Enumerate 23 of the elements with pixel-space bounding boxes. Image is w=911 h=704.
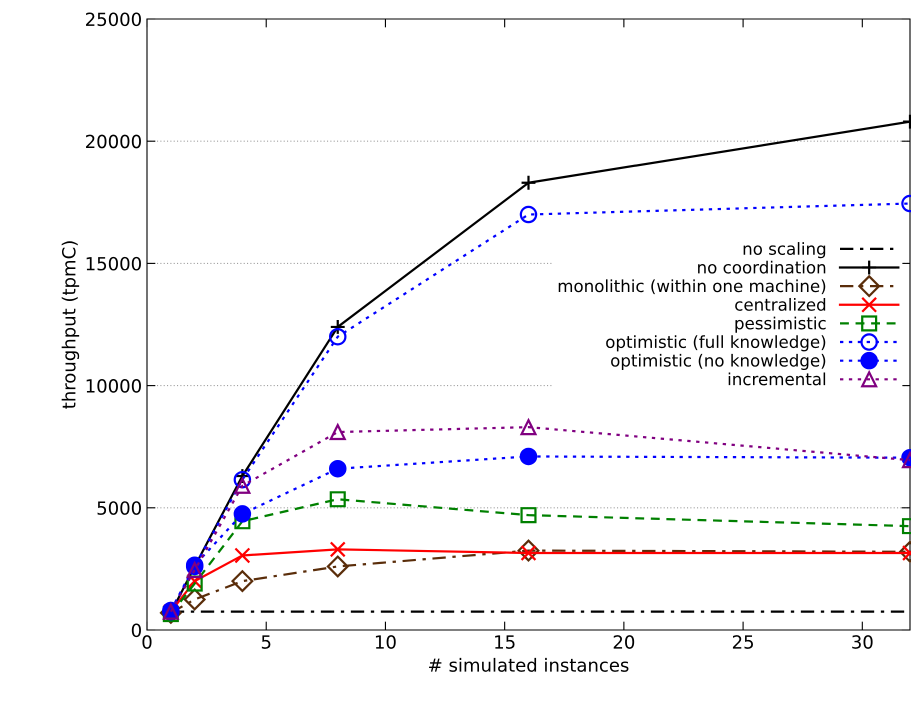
legend-label: optimistic (no knowledge) — [611, 354, 826, 370]
y-axis-title: throughput (tpmC) — [62, 241, 80, 409]
x-tick-label: 5 — [262, 635, 270, 649]
legend-label: centralized — [735, 298, 826, 311]
y-tick-label: 20000 — [86, 134, 141, 148]
x-tick-label: 0 — [142, 635, 152, 649]
x-tick-label: 15 — [495, 635, 515, 649]
y-tick-label: 10000 — [86, 379, 141, 393]
y-tick-label: 25000 — [86, 12, 141, 26]
y-tick-label: 0 — [132, 623, 141, 638]
x-axis-title: # simulated instances — [429, 658, 628, 672]
y-tick-label: 5000 — [98, 501, 141, 515]
y-tick-label: 15000 — [86, 256, 141, 271]
legend-label: no coordination — [698, 260, 826, 274]
x-tick-label: 25 — [732, 635, 754, 649]
legend-label: pessimistic — [735, 316, 826, 333]
legend-label: incremental — [728, 372, 826, 386]
x-tick-label: 10 — [376, 635, 396, 649]
x-tick-label: 20 — [614, 635, 634, 649]
legend-label: no scaling — [744, 242, 826, 258]
legend-label: optimistic (full knowledge) — [606, 335, 826, 352]
x-tick-label: 30 — [852, 635, 873, 649]
legend-label: monolithic (within one machine) — [558, 279, 826, 294]
